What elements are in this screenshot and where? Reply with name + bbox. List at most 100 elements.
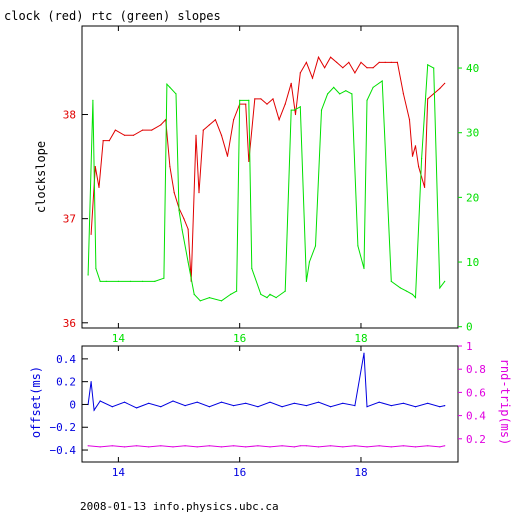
y-tick-label: 38 — [63, 109, 76, 122]
offset-panel: 14 16 18 −0.4 −0.2 0 0.2 0.4 0.2 0.4 0.6 0.8 1 offse… — [29, 340, 512, 479]
x-tick-label: 16 — [233, 332, 246, 345]
data-point-clock — [348, 61, 350, 64]
data-point-rtc — [405, 290, 408, 292]
data-point-rtc — [163, 277, 165, 279]
data-point-rtc — [117, 280, 119, 282]
data-point-rtc — [266, 297, 268, 299]
data-point-clock — [390, 61, 392, 64]
data-point-rtc — [166, 83, 168, 85]
data-point-rnd-trip — [269, 446, 271, 448]
data-point-clock — [444, 82, 446, 84]
data-point-offset — [269, 401, 271, 403]
data-point-offset — [196, 401, 198, 403]
data-point-rtc — [351, 93, 353, 95]
data-point-clock — [317, 56, 320, 58]
data-point-rnd-trip — [148, 446, 150, 448]
data-point-rtc — [99, 280, 101, 282]
data-point-clock — [305, 61, 307, 64]
data-point-clock — [299, 72, 301, 74]
data-point-clock — [284, 103, 286, 105]
slopes-series-layer — [87, 55, 446, 302]
data-point-offset — [378, 401, 380, 403]
data-point-offset — [354, 405, 356, 407]
y2-tick-label: 10 — [466, 256, 479, 269]
y-tick-label: −0.2 — [50, 421, 77, 434]
data-point-offset — [342, 402, 344, 404]
footer-credit: 2008-01-13 info.physics.ubc.ca — [80, 500, 279, 512]
slopes-plot-frame — [81, 25, 459, 329]
data-point-clock — [324, 67, 326, 69]
data-point-rtc — [290, 109, 292, 111]
data-point-offset — [444, 405, 446, 407]
data-point-rnd-trip — [444, 445, 446, 447]
data-point-clock — [160, 124, 162, 126]
data-point-offset — [136, 407, 138, 409]
data-point-offset — [257, 406, 259, 408]
data-point-rtc — [105, 280, 107, 282]
data-point-offset — [184, 405, 186, 407]
data-point-rtc — [320, 109, 323, 111]
data-point-rtc — [305, 280, 307, 282]
y2-tick-label: 0.8 — [466, 363, 486, 376]
data-point-rtc — [433, 67, 435, 69]
data-point-rtc — [399, 287, 401, 289]
series-line-clock — [90, 55, 446, 282]
y2-tick-label: 0.6 — [466, 386, 486, 399]
y2-tick-label: 1 — [466, 340, 473, 353]
data-point-rtc — [248, 99, 250, 101]
data-point-rnd-trip — [427, 445, 429, 447]
data-point-clock — [396, 61, 398, 64]
data-point-rtc — [275, 297, 277, 299]
x-tick-label: 14 — [112, 466, 126, 479]
data-point-rnd-trip — [317, 446, 320, 448]
data-point-rnd-trip — [390, 446, 392, 448]
rndtrip-axis-label: rnd-trip(ms) — [498, 359, 512, 446]
data-point-rtc — [339, 93, 341, 95]
y2-tick-label: 20 — [466, 191, 479, 204]
data-point-clock — [132, 134, 135, 136]
data-point-clock — [408, 119, 411, 121]
data-point-rtc — [95, 267, 97, 270]
data-point-offset — [245, 402, 247, 404]
y-tick-label: 36 — [63, 317, 76, 330]
clockslope-axis-label: clockslope — [34, 141, 48, 213]
data-point-offset — [427, 402, 429, 404]
data-point-clock — [427, 98, 429, 100]
data-point-rnd-trip — [439, 446, 441, 448]
data-point-rtc — [414, 297, 417, 299]
data-point-rnd-trip — [293, 446, 295, 448]
data-point-clock — [102, 140, 104, 142]
data-point-clock — [272, 98, 274, 100]
data-point-rtc — [269, 293, 271, 295]
x-tick-label: 16 — [233, 466, 246, 479]
data-point-offset — [90, 381, 92, 383]
data-point-rtc — [199, 300, 201, 302]
data-point-clock — [254, 98, 256, 100]
data-point-rtc — [251, 267, 253, 270]
data-point-rnd-trip — [111, 445, 113, 447]
data-point-clock — [94, 166, 96, 168]
data-point-rtc — [390, 280, 392, 282]
data-point-rnd-trip — [299, 445, 301, 447]
data-point-rtc — [178, 209, 180, 211]
data-point-clock — [195, 134, 197, 136]
data-point-offset — [93, 409, 95, 411]
data-point-clock — [330, 56, 332, 58]
data-point-rtc — [239, 99, 241, 101]
data-point-rnd-trip — [220, 446, 223, 448]
data-point-offset — [402, 402, 404, 404]
data-point-rtc — [92, 99, 94, 101]
data-point-offset — [305, 405, 307, 407]
series-line-offset — [87, 353, 445, 412]
data-point-clock — [183, 218, 185, 220]
data-point-clock — [248, 160, 250, 162]
data-point-offset — [99, 400, 101, 402]
data-point-clock — [336, 61, 338, 64]
data-point-offset — [148, 402, 150, 404]
data-point-clock — [439, 87, 441, 90]
data-point-rtc — [187, 261, 189, 263]
data-point-rtc — [169, 86, 171, 88]
x-tick-label: 18 — [354, 466, 367, 479]
data-point-clock — [198, 192, 200, 194]
